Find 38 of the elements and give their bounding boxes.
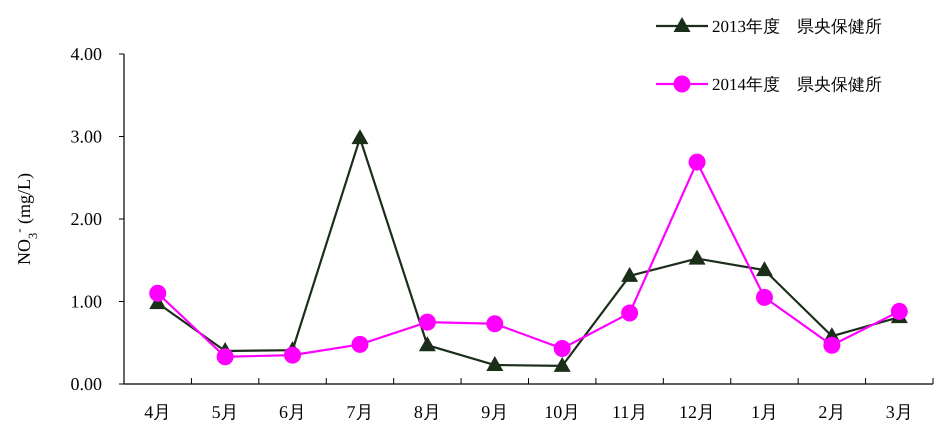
- point: [216, 348, 234, 366]
- y-tick-label: 2.00: [70, 209, 102, 229]
- x-tick-label: 9月: [481, 402, 508, 422]
- point: [756, 288, 773, 306]
- x-tick-label: 5月: [212, 402, 239, 422]
- x-tick-label: 12月: [679, 402, 716, 422]
- legend-label: 2014年度 県央保健所: [712, 75, 882, 94]
- x-tick-label: 2月: [818, 402, 846, 422]
- x-tick-label: 8月: [414, 402, 441, 422]
- x-tick-label: 1月: [750, 402, 778, 422]
- x-tick-label: 11月: [612, 402, 648, 422]
- x-tick-label: 6月: [279, 402, 306, 422]
- y-tick-label: 4.00: [70, 44, 102, 64]
- point: [351, 336, 368, 353]
- y-tick-label: 1.00: [70, 292, 102, 312]
- point: [823, 336, 840, 354]
- point: [890, 302, 908, 320]
- x-tick-label: 10月: [544, 402, 580, 422]
- point: [688, 154, 706, 171]
- point: [756, 261, 773, 276]
- point: [284, 346, 302, 364]
- point: [621, 304, 638, 322]
- point: [418, 336, 436, 352]
- y-tick-label: 3.00: [70, 126, 102, 146]
- point: [554, 356, 571, 372]
- point: [688, 250, 706, 265]
- x-tick-label: 7月: [346, 402, 374, 422]
- point: [351, 129, 368, 144]
- point: [621, 266, 638, 282]
- point: [554, 340, 571, 358]
- y-tick-label: 0.00: [70, 374, 102, 394]
- x-tick-label: 3月: [886, 402, 913, 422]
- legend-label: 2013年度 県央保健所: [712, 17, 882, 36]
- point: [486, 315, 504, 332]
- point: [486, 356, 504, 372]
- point: [418, 314, 436, 331]
- x-tick-label: 4月: [144, 402, 172, 422]
- point: [149, 284, 166, 302]
